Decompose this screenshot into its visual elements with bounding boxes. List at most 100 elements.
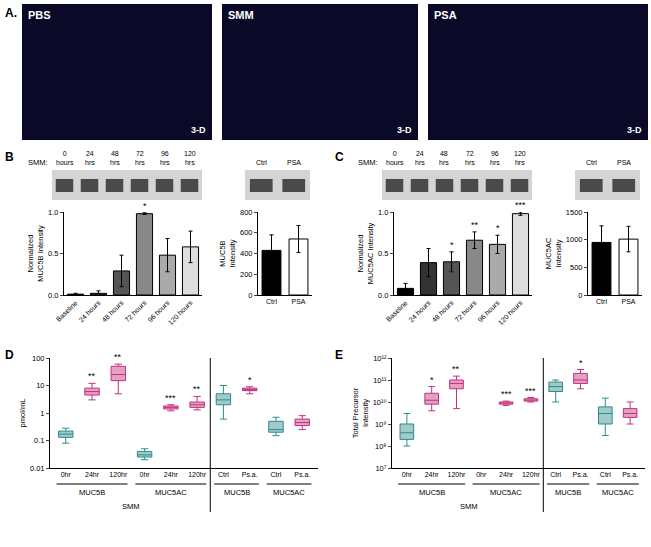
svg-text:C: C (335, 150, 344, 164)
svg-text:NormalizedMUC5AC Intensity: NormalizedMUC5AC Intensity (356, 222, 375, 284)
svg-text:96hrs: 96hrs (490, 150, 500, 166)
svg-text:96 hours: 96 hours (476, 299, 501, 324)
svg-text:24hrs: 24hrs (415, 150, 425, 166)
svg-text:1500: 1500 (566, 208, 583, 217)
svg-text:0.01: 0.01 (30, 464, 45, 473)
svg-text:*: * (450, 240, 454, 250)
svg-text:SMM: SMM (228, 9, 254, 21)
svg-text:SMM:: SMM: (28, 158, 48, 167)
svg-text:96hrs: 96hrs (160, 150, 170, 166)
svg-text:10: 10 (36, 381, 44, 390)
svg-text:10¹²: 10¹² (373, 354, 387, 363)
svg-text:48 hours: 48 hours (100, 299, 125, 324)
svg-text:PSA: PSA (617, 159, 631, 166)
svg-text:Ps.a.: Ps.a. (294, 471, 310, 478)
svg-text:0: 0 (248, 291, 252, 300)
svg-text:120hr: 120hr (109, 471, 128, 478)
svg-text:PBS: PBS (28, 9, 51, 21)
svg-text:Ctrl: Ctrl (596, 298, 607, 305)
svg-text:SMM: SMM (122, 502, 140, 511)
svg-text:10⁷: 10⁷ (375, 464, 386, 473)
svg-text:NormalizedMUC5B Intensity: NormalizedMUC5B Intensity (26, 225, 45, 282)
svg-text:120hrs: 120hrs (184, 150, 196, 166)
svg-text:Ctrl: Ctrl (218, 471, 229, 478)
svg-text:0.5: 0.5 (378, 249, 388, 258)
svg-text:MUC5AC: MUC5AC (155, 488, 187, 497)
svg-text:48 hours: 48 hours (430, 299, 455, 324)
svg-text:800: 800 (240, 208, 253, 217)
svg-text:24hr: 24hr (164, 471, 179, 478)
svg-text:*: * (496, 223, 500, 233)
svg-text:48hrs: 48hrs (439, 150, 449, 166)
svg-text:MUC5BIntensity: MUC5BIntensity (218, 239, 237, 267)
svg-text:0.5: 0.5 (48, 249, 58, 258)
svg-text:120 hours: 120 hours (167, 299, 194, 326)
svg-text:0hr: 0hr (61, 471, 72, 478)
svg-text:MUC5AC: MUC5AC (490, 488, 522, 497)
svg-text:*: * (579, 358, 583, 368)
svg-text:Ctrl: Ctrl (256, 159, 267, 166)
svg-text:0hr: 0hr (140, 471, 151, 478)
svg-text:1.0: 1.0 (48, 208, 58, 217)
svg-text:24hrs: 24hrs (85, 150, 95, 166)
svg-text:MUC5ACIntensity: MUC5ACIntensity (544, 237, 563, 269)
svg-text:24 hours: 24 hours (407, 299, 432, 324)
svg-text:3-D: 3-D (191, 125, 206, 135)
svg-text:120hr: 120hr (188, 471, 207, 478)
svg-text:1000: 1000 (566, 235, 583, 244)
svg-text:0hours: 0hours (386, 150, 404, 166)
svg-text:24hr: 24hr (425, 471, 440, 478)
svg-text:Ctrl: Ctrl (600, 471, 611, 478)
svg-text:24hr: 24hr (499, 471, 514, 478)
svg-text:10¹¹: 10¹¹ (373, 376, 387, 385)
svg-text:24hr: 24hr (85, 471, 100, 478)
svg-text:**: ** (193, 384, 201, 394)
svg-text:0hr: 0hr (476, 471, 487, 478)
svg-text:Baseline: Baseline (385, 299, 409, 323)
svg-text:3-D: 3-D (397, 125, 412, 135)
svg-text:**: ** (471, 220, 479, 230)
svg-text:D: D (5, 348, 14, 362)
svg-text:MUC5AC: MUC5AC (602, 488, 634, 497)
svg-text:10⁸: 10⁸ (375, 442, 387, 451)
svg-text:Baseline: Baseline (55, 299, 79, 323)
svg-text:Ps.a.: Ps.a. (242, 471, 258, 478)
svg-text:96 hours: 96 hours (146, 299, 171, 324)
svg-text:400: 400 (240, 249, 253, 258)
svg-text:500: 500 (570, 263, 583, 272)
svg-text:*: * (430, 375, 434, 385)
svg-text:Ps.a.: Ps.a. (573, 471, 589, 478)
svg-text:pmol/mL: pmol/mL (18, 399, 27, 428)
svg-text:E: E (335, 348, 343, 362)
svg-text:Ps.a.: Ps.a. (622, 471, 638, 478)
svg-text:72 hours: 72 hours (123, 299, 148, 324)
svg-text:PSA: PSA (434, 9, 457, 21)
svg-text:PSA: PSA (291, 298, 305, 305)
svg-text:200: 200 (240, 270, 253, 279)
svg-text:Total PrecursorIntensity: Total PrecursorIntensity (351, 387, 370, 438)
svg-text:120hr: 120hr (522, 471, 541, 478)
svg-text:MUC5B: MUC5B (224, 488, 250, 497)
svg-text:B: B (5, 150, 14, 164)
svg-text:SMM: SMM (460, 502, 478, 511)
svg-text:PSA: PSA (287, 159, 301, 166)
svg-text:120 hours: 120 hours (497, 299, 524, 326)
svg-text:0hours: 0hours (56, 150, 74, 166)
svg-text:SMM:: SMM: (358, 158, 378, 167)
svg-text:MUC5AC: MUC5AC (273, 488, 305, 497)
svg-text:10¹⁰: 10¹⁰ (373, 398, 387, 407)
svg-text:72hrs: 72hrs (465, 150, 475, 166)
svg-text:0hr: 0hr (402, 471, 413, 478)
svg-text:3-D: 3-D (627, 125, 642, 135)
svg-text:0.0: 0.0 (378, 291, 388, 300)
svg-text:10⁹: 10⁹ (375, 420, 387, 429)
svg-text:***: *** (515, 200, 526, 210)
svg-text:Ctrl: Ctrl (266, 298, 277, 305)
svg-text:PSA: PSA (621, 298, 635, 305)
svg-text:1: 1 (40, 409, 44, 418)
svg-text:*: * (248, 375, 252, 385)
svg-text:***: *** (165, 393, 176, 403)
svg-text:**: ** (114, 352, 122, 362)
svg-text:120hrs: 120hrs (514, 150, 526, 166)
svg-text:0.1: 0.1 (34, 436, 44, 445)
